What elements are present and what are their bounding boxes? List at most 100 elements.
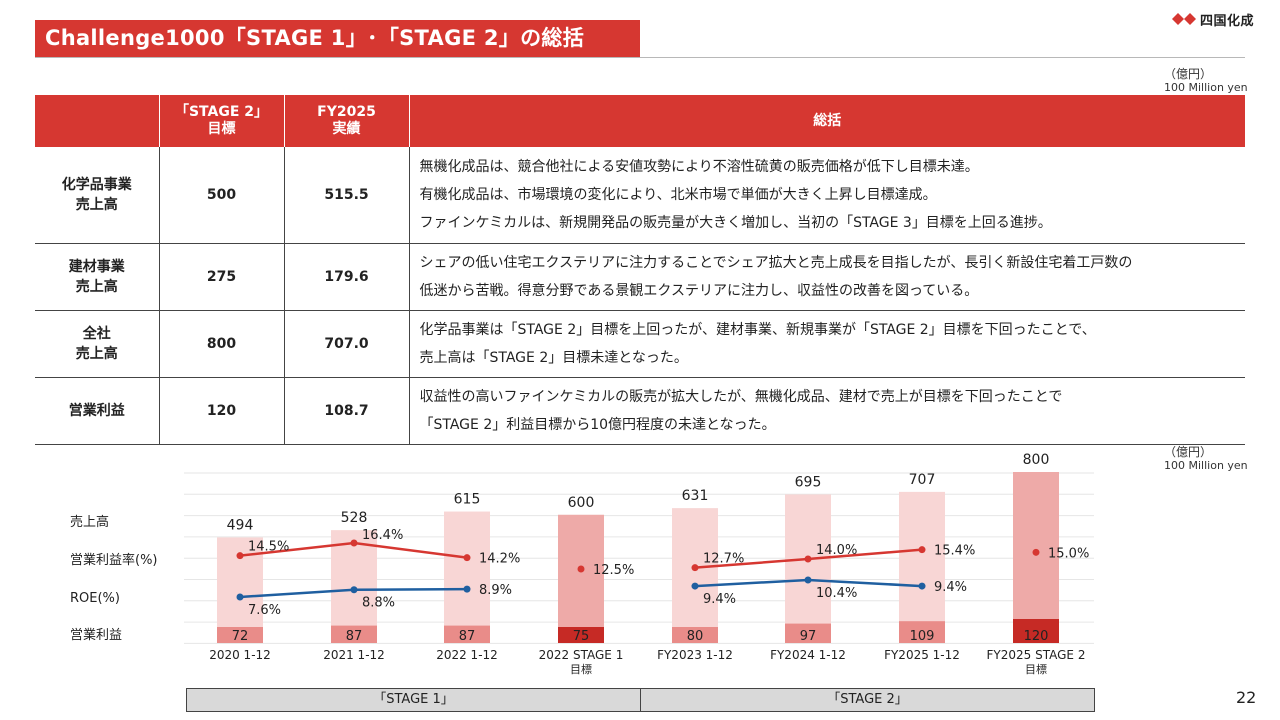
sales-bar xyxy=(785,494,831,643)
margin-value-label: 14.2% xyxy=(479,552,520,567)
summary-text: シェアの低い住宅エクステリアに注力することでシェア拡大と売上成長を目指したが、長… xyxy=(408,243,1245,311)
roe-value-label: 7.6% xyxy=(248,603,281,618)
category-label: 2020 1-12 xyxy=(209,648,271,662)
profit-value-label: 87 xyxy=(346,629,363,644)
company-logo: 四国化成 xyxy=(1172,9,1254,29)
target-value: 120 xyxy=(158,377,284,445)
summary-line: 無機化成品は、競合他社による安値攻勢により不溶性硫黄の販売価格が低下し目標未達。 xyxy=(419,158,979,175)
profit-bar xyxy=(785,623,831,643)
roe-point xyxy=(691,582,699,590)
margin-point xyxy=(463,554,471,562)
diamond-logo-icon xyxy=(1172,13,1196,25)
profit-bar xyxy=(672,627,718,643)
category-label: 2022 1-12 xyxy=(436,648,498,662)
chart-row-label: 売上高 xyxy=(70,514,109,530)
margin-point xyxy=(918,546,926,554)
category-label: FY2023 1-12 xyxy=(657,648,733,662)
roe-point xyxy=(350,586,358,594)
sales-value-label: 615 xyxy=(454,492,481,508)
summary-line: 「STAGE 2」利益目標から10億円程度の未達となった。 xyxy=(419,416,776,433)
sales-value-label: 494 xyxy=(227,517,254,533)
table-row: 建材事業 売上高 275 179.6 シェアの低い住宅エクステリアに注力することでシェア… xyxy=(35,243,1245,311)
category-label: FY2025 STAGE 2 xyxy=(987,648,1086,662)
roe-point xyxy=(236,593,244,601)
header-summary: 総括 xyxy=(408,95,1245,147)
summary-line: 売上高は「STAGE 2」目標未達となった。 xyxy=(419,349,688,366)
profit-value-label: 97 xyxy=(800,629,817,644)
unit-jp: （億円） xyxy=(1164,67,1213,81)
table-row: 化学品事業 売上高 500 515.5 無機化成品は、競合他社による安値攻勢により不溶性… xyxy=(35,147,1245,244)
margin-value-label: 14.0% xyxy=(816,543,857,558)
profit-value-label: 75 xyxy=(573,629,590,644)
row-label: 営業利益 xyxy=(35,377,159,445)
roe-value-label: 8.9% xyxy=(479,583,512,598)
sales-bar xyxy=(672,508,718,643)
margin-point xyxy=(350,539,358,547)
summary-line: 有機化成品は、市場環境の変化により、北米市場で単価が大きく上昇し目標達成。 xyxy=(419,186,937,203)
roe-value-label: 8.8% xyxy=(362,596,395,611)
summary-text: 無機化成品は、競合他社による安値攻勢により不溶性硫黄の販売価格が低下し目標未達。… xyxy=(408,147,1245,244)
table-row: 営業利益 120 108.7 収益性の高いファインケミカルの販売が拡大したが、無機化成… xyxy=(35,377,1245,445)
unit-label-chart: （億円） 100 Million yen xyxy=(1164,445,1248,473)
margin-point xyxy=(804,555,812,563)
chart-row-label: 営業利益 xyxy=(70,627,122,643)
summary-line: ファインケミカルは、新規開発品の販売量が大きく増加し、当初の「STAGE 3」目… xyxy=(419,214,1052,231)
summary-table: 「STAGE 2」 目標 FY2025 実績 総括 化学品事業 売上高 500 515.5… xyxy=(35,95,1245,445)
sales-value-label: 695 xyxy=(795,474,822,490)
actual-value: 108.7 xyxy=(283,377,409,445)
unit-en: 100 Million yen xyxy=(1164,81,1248,94)
margin-point xyxy=(577,565,585,573)
summary-line: 収益性の高いファインケミカルの販売が拡大したが、無機化成品、建材で売上が目標を下… xyxy=(419,388,1063,405)
sales-value-label: 528 xyxy=(341,510,368,526)
row-label: 化学品事業 売上高 xyxy=(35,147,159,244)
summary-line: シェアの低い住宅エクステリアに注力することでシェア拡大と売上成長を目指したが、長… xyxy=(419,254,1133,271)
stage1-band: 「STAGE 1」 xyxy=(186,688,641,712)
chart-row-label: 営業利益率(%) xyxy=(70,552,158,568)
profit-value-label: 109 xyxy=(910,629,935,644)
profit-value-label: 72 xyxy=(232,629,249,644)
row-label: 全社 売上高 xyxy=(35,310,159,378)
roe-point xyxy=(463,585,471,593)
margin-value-label: 12.5% xyxy=(593,563,634,578)
sales-value-label: 631 xyxy=(682,488,709,504)
actual-value: 179.6 xyxy=(283,243,409,311)
actual-value: 515.5 xyxy=(283,147,409,244)
profit-bar xyxy=(444,625,490,643)
header-empty xyxy=(35,95,159,147)
header-stage2-target: 「STAGE 2」 目標 xyxy=(158,95,284,147)
margin-value-label: 15.4% xyxy=(934,544,975,559)
actual-value: 707.0 xyxy=(283,310,409,378)
sales-value-label: 600 xyxy=(568,495,595,511)
profit-bar xyxy=(331,625,377,643)
roe-value-label: 9.4% xyxy=(934,580,967,595)
roe-point xyxy=(804,576,812,584)
row-label: 建材事業 売上高 xyxy=(35,243,159,311)
target-value: 500 xyxy=(158,147,284,244)
stage2-band: 「STAGE 2」 xyxy=(640,688,1095,712)
target-value: 275 xyxy=(158,243,284,311)
margin-value-label: 12.7% xyxy=(703,552,744,567)
roe-value-label: 10.4% xyxy=(816,586,857,601)
title-underline xyxy=(35,57,1245,58)
profit-value-label: 80 xyxy=(687,629,704,644)
sales-value-label: 707 xyxy=(909,472,936,488)
sales-value-label: 800 xyxy=(1023,452,1050,468)
table-header-row: 「STAGE 2」 目標 FY2025 実績 総括 xyxy=(35,95,1245,147)
margin-value-label: 16.4% xyxy=(362,528,403,543)
profit-value-label: 120 xyxy=(1024,629,1049,644)
margin-point xyxy=(691,564,699,572)
chart-row-label: ROE(%) xyxy=(70,591,120,606)
category-label: 2022 STAGE 1 xyxy=(539,648,624,662)
table-row: 全社 売上高 800 707.0 化学品事業は「STAGE 2」目標を上回ったが、建材事… xyxy=(35,310,1245,378)
sales-bar xyxy=(444,511,490,643)
category-sublabel: 目標 xyxy=(570,662,592,676)
category-sublabel: 目標 xyxy=(1025,662,1047,676)
page-title: Challenge1000「STAGE 1」･「STAGE 2」の総括 xyxy=(35,20,640,57)
sales-bar xyxy=(558,514,604,643)
category-label: FY2025 1-12 xyxy=(884,648,960,662)
category-label: FY2024 1-12 xyxy=(770,648,846,662)
summary-line: 低迷から苦戦。得意分野である景観エクステリアに注力し、収益性の改善を図っている。 xyxy=(419,282,979,299)
unit-jp: （億円） xyxy=(1164,445,1213,459)
profit-bar xyxy=(217,627,263,643)
